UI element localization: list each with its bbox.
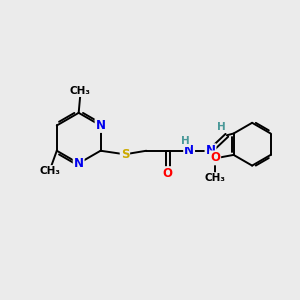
Text: CH₃: CH₃: [40, 166, 61, 176]
Text: N: N: [184, 144, 194, 157]
Text: O: O: [163, 167, 173, 180]
Text: H: H: [217, 122, 226, 132]
Text: O: O: [210, 152, 220, 164]
Text: CH₃: CH₃: [205, 173, 226, 183]
Text: S: S: [121, 148, 129, 161]
Text: CH₃: CH₃: [70, 86, 91, 96]
Text: H: H: [181, 136, 190, 146]
Text: N: N: [74, 157, 84, 170]
Text: N: N: [206, 144, 215, 157]
Text: N: N: [95, 119, 106, 132]
